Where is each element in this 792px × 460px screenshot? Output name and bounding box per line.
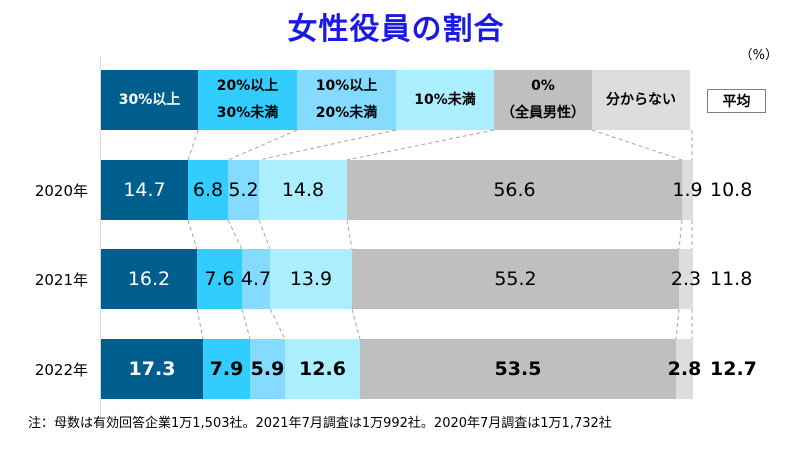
average-2020: 10.8: [710, 179, 753, 201]
average-2022: 12.7: [710, 358, 757, 380]
legend-item-20-30: 20%以上 30%未満: [198, 70, 297, 130]
segment-20-30: 7.9: [203, 339, 250, 399]
legend-item-30-plus: 30%以上: [101, 70, 198, 130]
segment-30-plus: 17.3: [101, 339, 203, 399]
legend-item-unknown: 分からない: [592, 70, 690, 130]
segment-10-20: 4.7: [241, 249, 271, 309]
segment-zero: 53.5: [360, 339, 676, 399]
legend-average-box: 平均: [707, 89, 766, 113]
segment-under-10: 12.6: [285, 339, 360, 399]
vertical-axis-line: [100, 56, 101, 422]
bar-2021: 16.2 7.6 4.7 13.9 55.2 2.3: [101, 249, 701, 309]
segment-zero: 56.6: [347, 160, 682, 220]
unit-label: （%）: [739, 48, 778, 63]
segment-unknown: 2.3: [671, 249, 701, 309]
segment-unknown: 1.9: [672, 160, 703, 220]
average-2021: 11.8: [710, 268, 753, 290]
row-label-2020: 2020年: [34, 182, 88, 200]
segment-10-20: 5.9: [250, 339, 285, 399]
segment-under-10: 13.9: [270, 249, 352, 309]
segment-30-plus: 14.7: [101, 160, 188, 220]
segment-10-20: 5.2: [228, 160, 259, 220]
row-label-2022: 2022年: [34, 361, 88, 379]
segment-30-plus: 16.2: [101, 249, 197, 309]
segment-20-30: 7.6: [197, 249, 242, 309]
segment-20-30: 6.8: [188, 160, 228, 220]
bar-2020: 14.7 6.8 5.2 14.8 56.6 1.9: [101, 160, 703, 220]
legend: 30%以上 20%以上 30%未満 10%以上 20%未満 10%未満 0% （…: [101, 70, 690, 130]
legend-item-under-10: 10%未満: [396, 70, 494, 130]
segment-zero: 55.2: [352, 249, 679, 309]
legend-item-10-20: 10%以上 20%未満: [297, 70, 396, 130]
row-label-2021: 2021年: [34, 271, 88, 289]
bar-2022: 17.3 7.9 5.9 12.6 53.5 2.8: [101, 339, 701, 399]
footnote: 注：母数は有効回答企業1万1,503社。2021年7月調査は1万992社。202…: [28, 416, 612, 431]
segment-under-10: 14.8: [259, 160, 347, 220]
legend-item-zero: 0% （全員男性）: [494, 70, 592, 130]
segment-unknown: 2.8: [668, 339, 701, 399]
chart-title: 女性役員の割合: [287, 12, 505, 47]
